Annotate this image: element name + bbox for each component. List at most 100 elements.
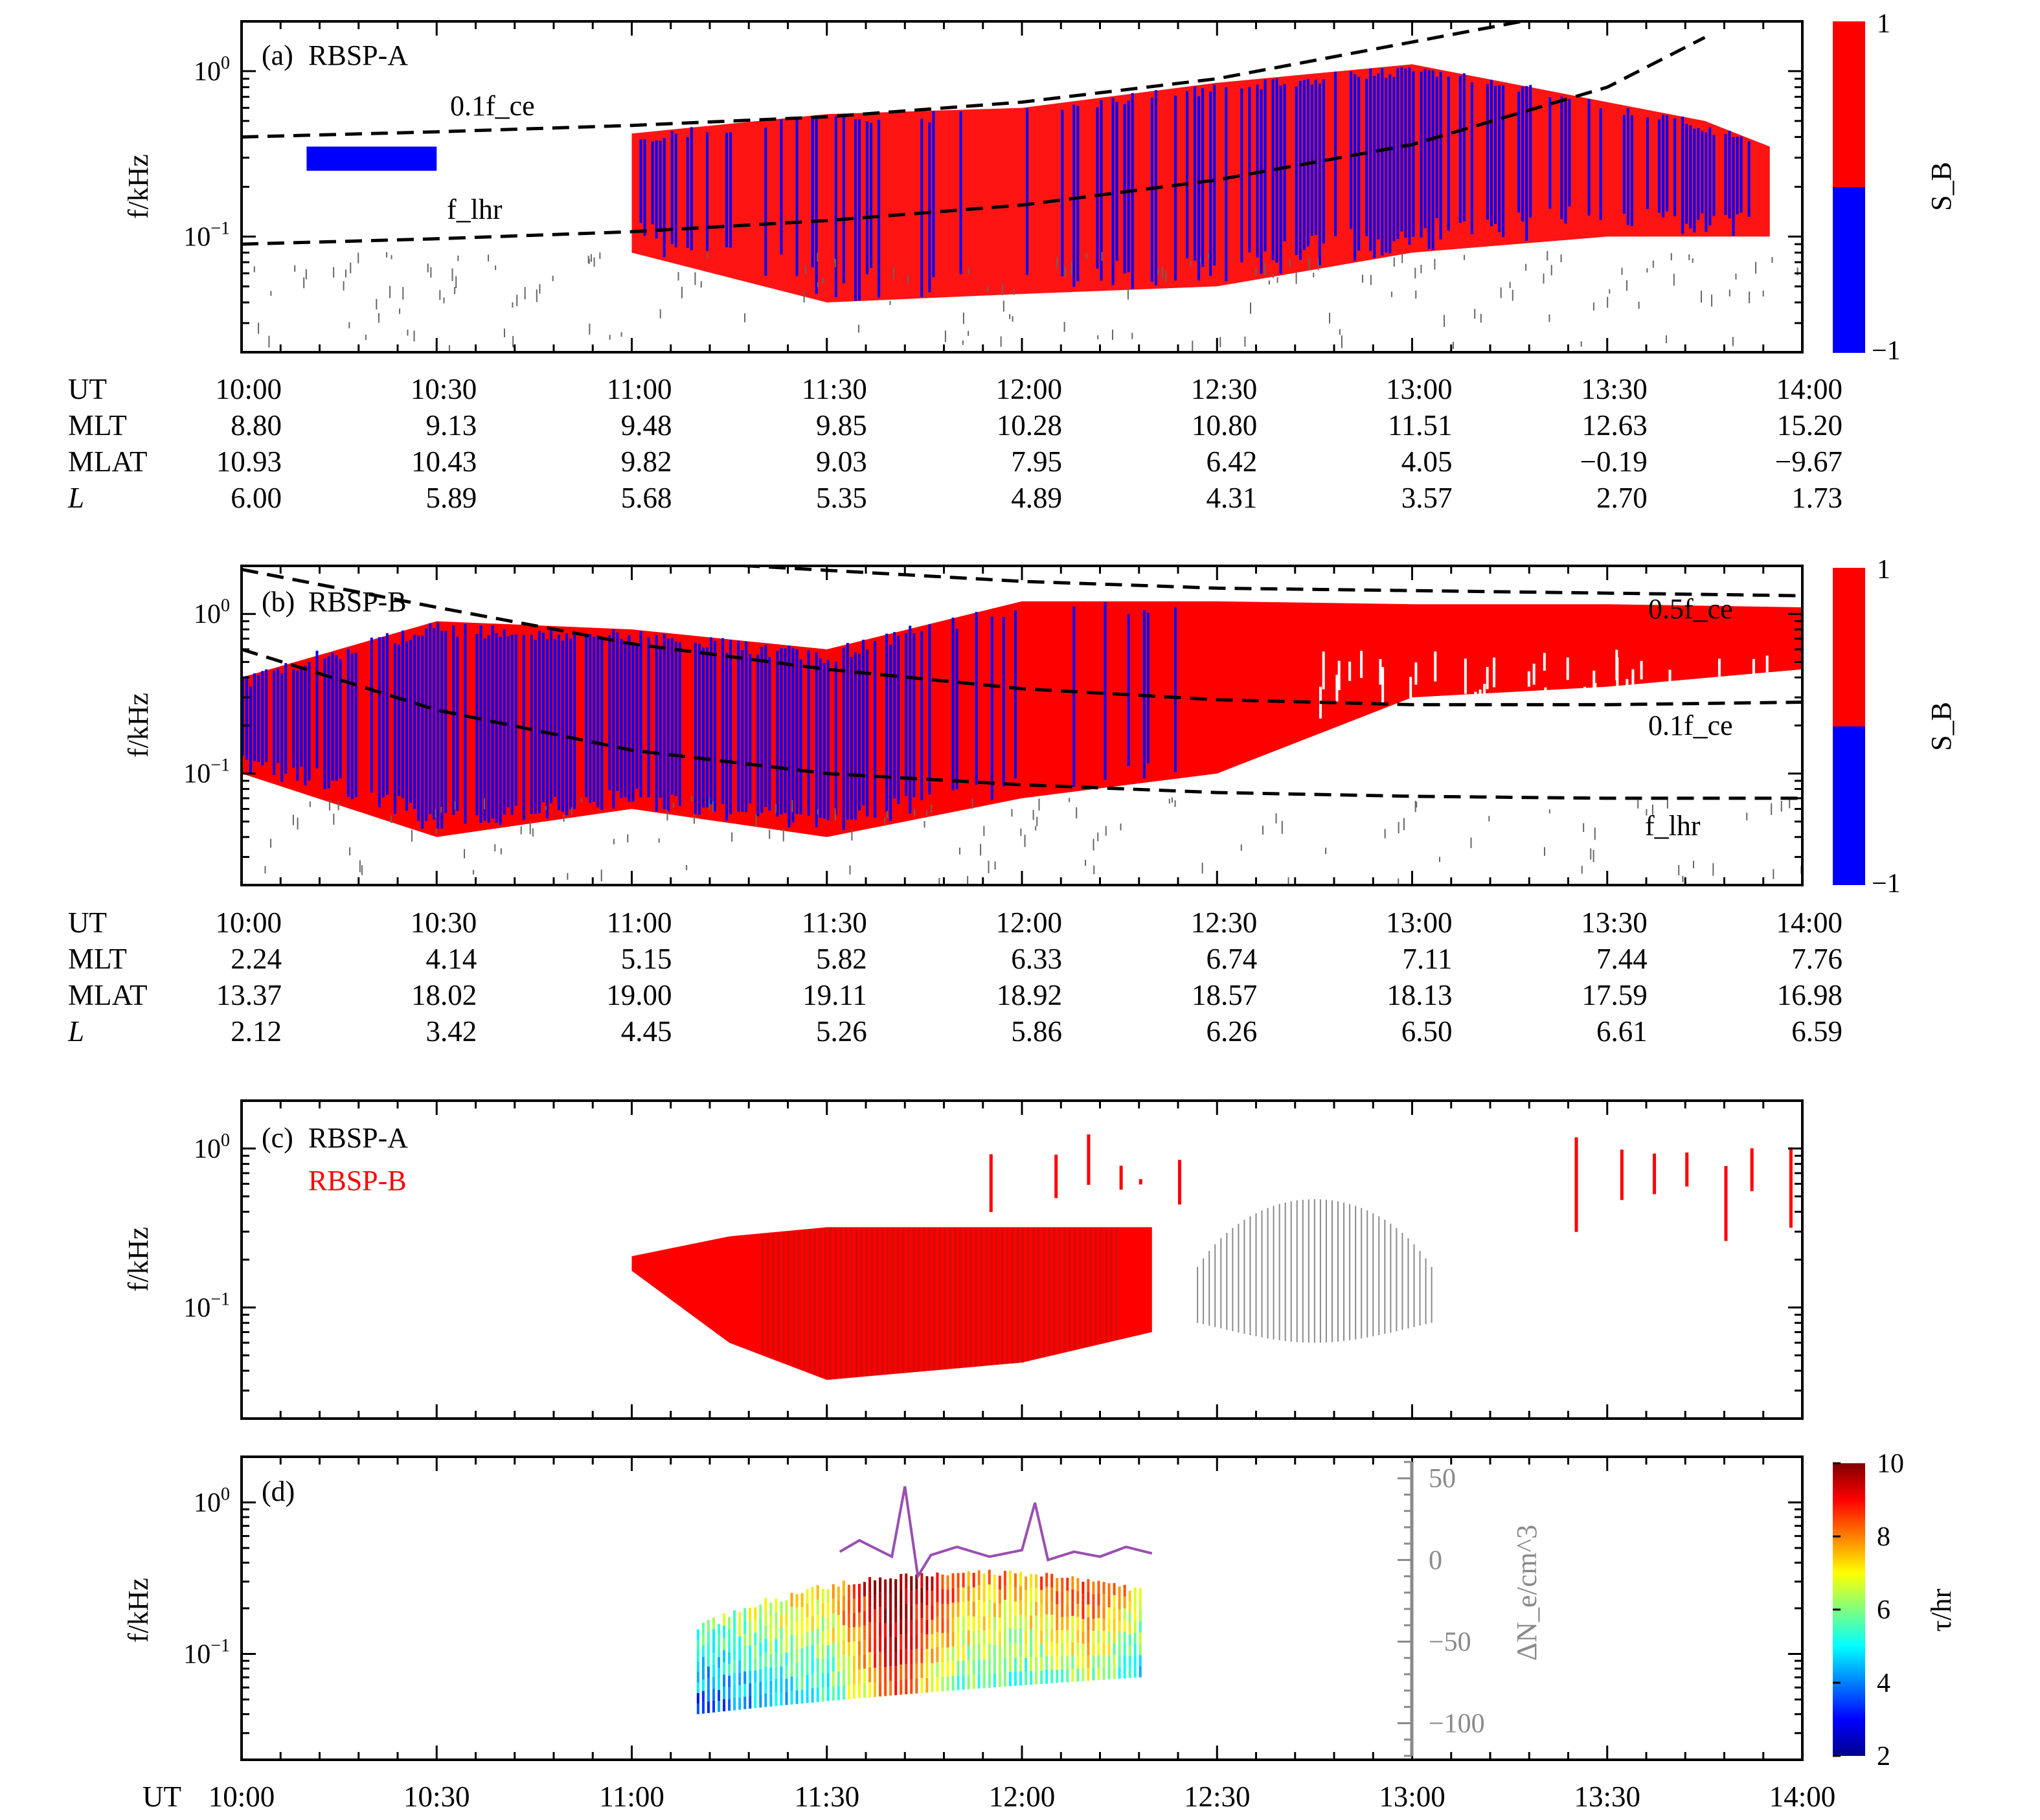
stripe-79 [1396,68,1400,240]
stripe-7 [273,670,276,775]
panel-a-colorbar: 1 −1 S_B [1833,9,1957,366]
tau-cell-44 [723,1650,726,1663]
noise-77 [532,828,534,837]
stripe-98 [1502,85,1505,238]
noise-112 [686,865,688,871]
tau-cell-377 [941,1662,944,1677]
stripe-139 [951,617,955,791]
noise-53 [386,252,388,258]
cell-UT-4: 12:00 [995,373,1062,405]
tau-cell-367 [931,1576,934,1591]
gap-29 [1765,655,1769,684]
stripe-14 [780,119,783,254]
panel-b-colorbar: 1 −1 S_B [1833,555,1957,899]
cell-MLAT-5: 18.57 [1192,979,1257,1011]
stripe-24 [878,119,881,298]
stripe-130 [885,633,889,812]
cell-L-8: 1.73 [1791,482,1842,514]
noise-113 [1420,264,1422,274]
cell-UT-6: 13:00 [1386,373,1453,405]
stripe-146 [1104,601,1107,780]
noise-80 [1105,826,1107,836]
noise-39 [1384,829,1386,838]
tau-cell-624 [1102,1667,1105,1680]
panel-a-colorbar-tick-bottom: −1 [1872,336,1901,366]
early-blue-patch [306,146,437,171]
noise-92 [731,832,733,842]
noise-136 [987,286,989,292]
tau-cell-562 [1061,1643,1064,1657]
tau-cell-588 [1076,1617,1080,1630]
tau-cell-150 [790,1606,793,1621]
overlap-6976 [876,1228,879,1375]
tau-cell-63 [733,1610,736,1623]
tau-cell-577 [1071,1655,1074,1669]
panel-b-emission [242,601,1802,885]
tau-cell-597 [1082,1606,1085,1619]
overlap-7160 [995,1228,998,1365]
overlap-6816 [772,1233,775,1357]
tau-cell-598 [1082,1594,1085,1607]
noise-88 [402,287,404,300]
tau-cell-261 [863,1611,866,1626]
tau-cell-590 [1076,1591,1080,1604]
noise-139 [552,275,554,282]
tau-cell-324 [905,1619,908,1634]
tau-cell-685 [1139,1610,1142,1622]
overlap-7232 [1043,1228,1045,1357]
overlap-7064 [933,1228,936,1370]
tau-cell-571 [1066,1630,1069,1643]
panel-b-colorbar-tick-top: 1 [1877,555,1890,585]
tau-cell-281 [879,1667,882,1682]
noise-69 [926,811,928,816]
tau-cell-218 [837,1657,840,1672]
noise-114 [775,804,777,814]
tau-cell-138 [785,1665,788,1679]
stripe-98 [721,638,725,804]
stripe-28 [385,633,389,795]
tau-cell-369 [936,1661,939,1677]
tau-cell-214 [832,1599,835,1613]
stripe-83 [1412,71,1415,237]
tau-cell-589 [1076,1604,1080,1617]
tau-cell-436 [977,1614,980,1630]
stripe-84 [647,637,650,798]
stripe-46 [475,634,479,816]
stripe-52 [499,636,502,826]
noise-16 [1771,803,1773,815]
tau-cell-67 [738,1661,742,1673]
tau-cell-340 [915,1619,918,1634]
tau-cell-569 [1066,1656,1069,1669]
noise-134 [348,322,350,329]
noise-84 [1192,341,1194,352]
noise-132 [389,286,391,298]
stripe-126 [857,654,861,811]
cell-MLT-8: 7.76 [1791,943,1842,975]
tau-cell-237 [847,1613,850,1628]
stripe-65 [1318,84,1321,265]
gap-12 [1660,682,1664,721]
noise-20 [1414,800,1416,813]
tau-cell-684 [1139,1621,1142,1633]
overlap-6856 [798,1231,800,1367]
stripe-82 [635,644,639,789]
panel-c-emission-stripes [762,1134,1793,1380]
cell-UT-6: 13:00 [1386,906,1453,939]
noise-21 [1035,826,1037,831]
tau-cell-425 [972,1659,975,1675]
stripe-118 [819,658,822,818]
noise-37 [1000,336,1002,347]
tau-cell-528 [1040,1670,1043,1684]
stripe-109 [776,651,779,817]
noise-131 [599,252,601,259]
tau-cell-398 [951,1588,955,1603]
stripe-135 [909,625,912,814]
stripe-73 [596,635,600,808]
overlap-7296 [1084,1228,1087,1347]
noise-149 [1728,289,1730,297]
noise-140 [1701,290,1703,303]
noise-35 [817,282,819,287]
ne-tick-label-1: 0 [1429,1545,1442,1575]
tau-cell-437 [977,1599,980,1615]
tau-cell-47 [723,1613,726,1626]
